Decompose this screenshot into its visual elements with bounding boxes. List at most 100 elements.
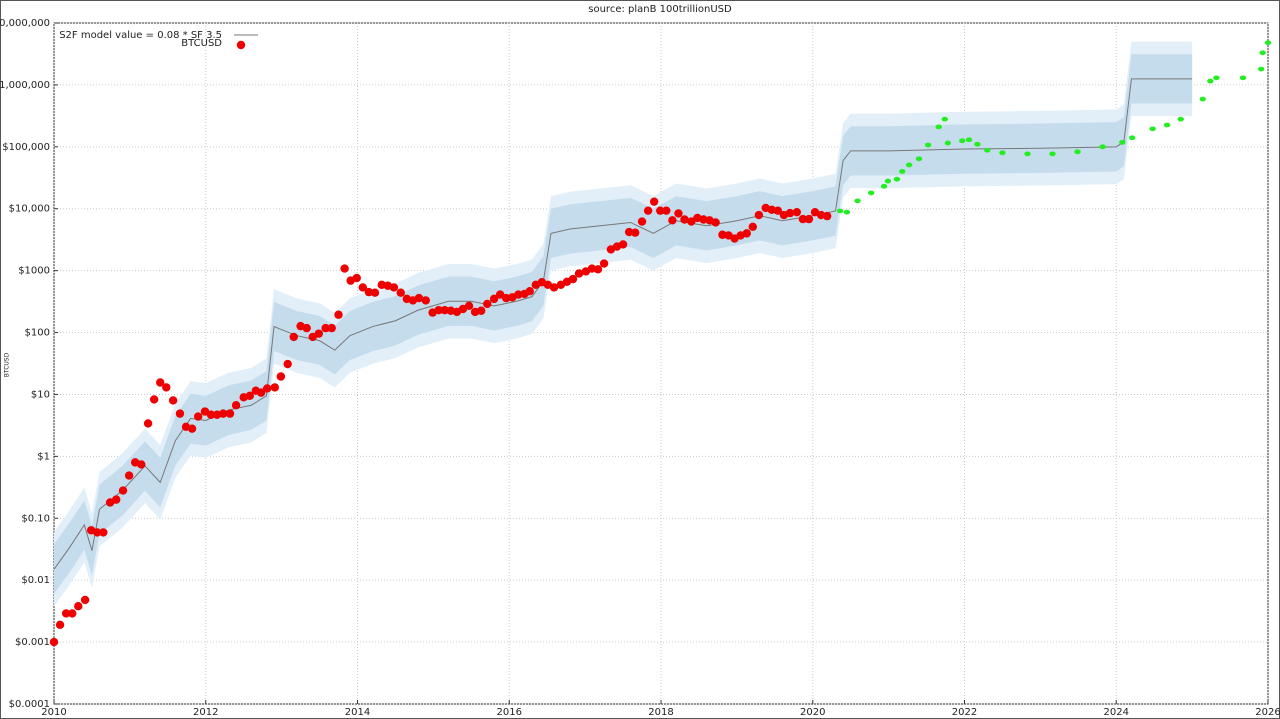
data-point xyxy=(440,305,449,315)
data-point xyxy=(1049,151,1056,157)
y-tick-label: $10,000,000 xyxy=(0,18,50,29)
model-band xyxy=(54,41,1193,607)
data-point xyxy=(302,323,311,333)
data-point xyxy=(637,217,647,226)
data-point xyxy=(99,528,108,537)
data-point xyxy=(854,198,861,204)
data-point xyxy=(231,401,241,410)
x-tick-label: 2018 xyxy=(648,707,673,718)
data-point xyxy=(68,609,77,618)
data-point xyxy=(396,288,405,297)
y-tick-label: $1000 xyxy=(18,266,50,277)
data-point xyxy=(941,116,948,122)
y-tick-label: $100 xyxy=(25,328,50,339)
data-point xyxy=(1024,151,1031,157)
data-point xyxy=(124,471,134,480)
legend-label: S2F model value = 0.08 * SF 3.5 xyxy=(59,30,222,41)
data-point xyxy=(187,424,197,433)
data-point xyxy=(1259,50,1266,56)
data-point xyxy=(711,218,720,227)
data-point xyxy=(1257,66,1265,72)
x-tick-label: 2024 xyxy=(1104,707,1129,718)
data-point xyxy=(421,296,430,305)
data-point xyxy=(1099,144,1106,150)
data-point xyxy=(225,409,235,418)
x-tick-label: 2022 xyxy=(952,707,977,718)
data-point xyxy=(340,264,349,273)
data-point xyxy=(965,137,973,143)
data-point xyxy=(773,206,783,215)
data-point xyxy=(899,169,906,174)
data-point xyxy=(156,378,165,387)
data-point xyxy=(599,259,609,268)
x-tick-label: 2020 xyxy=(800,707,825,718)
data-point xyxy=(321,323,330,333)
data-point xyxy=(206,410,216,419)
data-point xyxy=(568,274,578,284)
x-tick-label: 2010 xyxy=(41,707,66,718)
data-point xyxy=(364,287,374,297)
data-point xyxy=(270,383,279,392)
data-point xyxy=(905,162,913,168)
data-point xyxy=(434,305,443,315)
data-point xyxy=(1163,122,1171,128)
data-point xyxy=(618,240,628,249)
data-point xyxy=(836,208,844,214)
data-point xyxy=(1213,75,1220,81)
x-tick-label: 2026 xyxy=(1255,707,1280,718)
legend-swatch xyxy=(236,40,246,50)
data-point xyxy=(718,230,727,239)
data-point xyxy=(263,384,272,393)
data-point xyxy=(1199,96,1206,102)
data-point xyxy=(525,287,534,296)
data-point xyxy=(61,609,71,618)
data-point xyxy=(168,396,178,405)
data-point xyxy=(656,206,665,215)
data-point xyxy=(1177,116,1184,122)
y-tick-label: $0.001 xyxy=(15,637,50,648)
data-point xyxy=(219,409,228,418)
data-point xyxy=(867,190,875,196)
data-point xyxy=(256,388,266,397)
data-point xyxy=(1264,40,1272,46)
data-point xyxy=(464,301,474,311)
data-point xyxy=(742,229,751,238)
data-point xyxy=(935,124,942,130)
data-point xyxy=(327,323,336,333)
data-point xyxy=(643,206,653,215)
data-point xyxy=(1128,135,1136,141)
x-tick-label: 2014 xyxy=(345,707,370,718)
data-point xyxy=(668,216,677,225)
data-point xyxy=(624,227,634,237)
data-point xyxy=(984,147,991,153)
data-point xyxy=(924,142,932,148)
data-point xyxy=(1119,139,1126,145)
data-point xyxy=(680,215,689,224)
data-point xyxy=(149,395,159,404)
data-point xyxy=(358,283,368,292)
data-point xyxy=(674,209,683,218)
data-point xyxy=(1149,126,1156,132)
data-point xyxy=(489,294,499,304)
data-point xyxy=(137,460,146,469)
data-point xyxy=(389,283,399,292)
data-point xyxy=(999,150,1006,156)
data-point xyxy=(175,409,185,418)
y-tick-label: $0.10 xyxy=(21,513,50,524)
model-band xyxy=(54,54,1193,594)
data-point xyxy=(843,209,851,215)
data-point xyxy=(593,265,603,274)
data-point xyxy=(959,138,966,144)
data-point xyxy=(915,156,923,162)
y-axis-label: BTCUSD xyxy=(4,352,11,377)
data-point xyxy=(785,208,795,218)
data-point xyxy=(1207,78,1214,84)
x-tick-label: 2012 xyxy=(193,707,218,718)
data-point xyxy=(893,176,901,182)
data-point xyxy=(649,197,659,206)
data-point xyxy=(514,290,523,299)
chart-title: source: planB 100trillionUSD xyxy=(588,4,732,15)
data-point xyxy=(880,183,888,189)
data-point xyxy=(55,620,65,630)
